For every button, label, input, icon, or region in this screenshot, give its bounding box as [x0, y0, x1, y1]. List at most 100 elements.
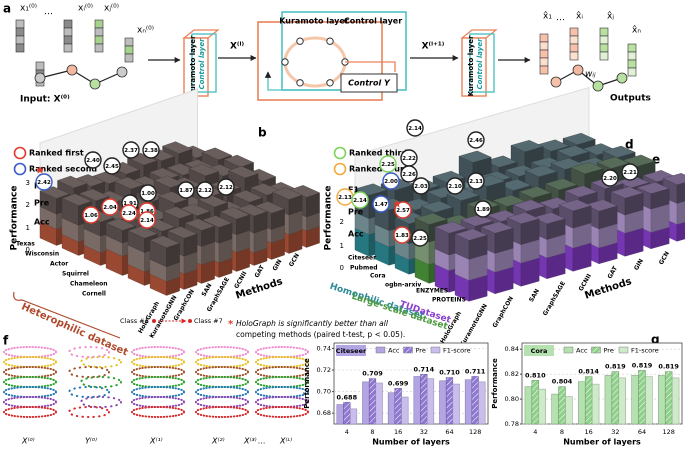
bar-face [223, 154, 255, 168]
legend-swatch [591, 346, 601, 354]
bubble-value: 2.14 [140, 218, 154, 224]
point-ring [68, 406, 110, 418]
layer-box [461, 37, 487, 97]
ellipsis: ⋯ [556, 16, 565, 26]
x-tick-label: 4 [345, 428, 349, 436]
method-label: GIN [271, 258, 283, 272]
bar-face [636, 182, 670, 194]
point-ring [131, 366, 185, 378]
image-label: X⁽³⁾ [243, 437, 257, 446]
point-ring [131, 376, 185, 388]
oscillator [281, 58, 289, 66]
point-ring [3, 406, 57, 418]
bar-face [149, 235, 181, 248]
tick-label: 1 [340, 242, 344, 250]
bar-face [596, 156, 630, 169]
bubble-value: 2.26 [402, 172, 416, 178]
bar [618, 377, 626, 425]
bar-face [558, 199, 592, 212]
bar [401, 396, 409, 425]
node [616, 72, 628, 84]
point-ring [3, 396, 57, 408]
vector-cell [569, 51, 579, 61]
bar-face [149, 167, 180, 181]
node [34, 72, 46, 84]
vector-cell [15, 43, 25, 53]
legend-ring [333, 146, 347, 160]
bar-face [184, 218, 216, 231]
legend-ring [13, 162, 27, 176]
bar [524, 386, 533, 425]
legend-swatch [563, 346, 574, 354]
bubble-value: 1.87 [179, 188, 193, 194]
panel-label: d [625, 138, 634, 152]
y-tick-label: 0.68 [317, 409, 331, 417]
rank-bubble [120, 204, 138, 222]
point-ring [80, 356, 122, 368]
box-title: Control layer [344, 17, 402, 26]
dataset-label: Cornell [82, 291, 106, 298]
bubble-value: 1.47 [374, 202, 388, 208]
output-label: Outputs [610, 94, 651, 104]
bar-face [518, 186, 552, 199]
significance-star [36, 166, 44, 174]
point-ring [3, 386, 57, 398]
bar-face [460, 214, 494, 227]
bubble-value: 2.57 [396, 208, 410, 214]
legend-ring [13, 146, 27, 160]
rank-bubble [411, 229, 429, 247]
rank-bubble [217, 178, 235, 196]
chart-title: Citeseer [336, 347, 367, 355]
node [572, 64, 584, 76]
bar-face [167, 226, 198, 239]
bar-face [498, 178, 532, 191]
vector-cell [94, 43, 104, 53]
image-label: Y⁽⁰⁾ [85, 437, 97, 446]
x-tick-label: 4 [533, 428, 537, 436]
layer-box [191, 33, 217, 93]
rank-bubble [138, 211, 156, 229]
vector-cell [569, 43, 579, 53]
image-label: X⁽ᴸ⁾ [279, 437, 292, 446]
bubble-value: 2.13 [338, 195, 352, 201]
rank-bubble [379, 155, 397, 173]
node-label: x₁⁽⁰⁾ [20, 4, 37, 14]
bar [604, 375, 613, 425]
y-tick-label: 0.72 [317, 366, 331, 374]
rank-bubble [601, 169, 619, 187]
bar [538, 388, 546, 425]
bar [439, 380, 447, 425]
bubble-value: 2.42 [37, 180, 51, 186]
rank-bubble [621, 163, 639, 181]
bubble-value: 2.12 [198, 188, 212, 194]
bubble-value: 2.45 [105, 164, 119, 170]
rank-bubble [467, 131, 485, 149]
bar-face [61, 193, 93, 206]
ellipsis: ⋯ [44, 10, 53, 20]
legend-label: F1-score [443, 347, 471, 355]
bar-face [506, 212, 540, 225]
vector-cell [599, 51, 609, 61]
bar-face [536, 139, 570, 152]
method-label: GCN [658, 250, 671, 266]
bar-face [676, 182, 685, 204]
feedback [345, 61, 396, 72]
method-label: GCN [288, 252, 301, 268]
point-ring [131, 346, 185, 358]
rank-bubble [372, 195, 390, 213]
dataset-label: Squirrel [62, 271, 89, 278]
bar-face [602, 145, 636, 158]
bubble-value: 2.14 [408, 126, 422, 132]
tick-label: 1 [26, 224, 30, 232]
layer-name: Control layer [476, 38, 484, 90]
rank-bubble [474, 200, 492, 218]
bar [664, 371, 673, 425]
bar [478, 381, 486, 425]
x-tick-label: 16 [394, 428, 402, 436]
node-label: x̂ₙ [632, 25, 641, 36]
bar [645, 376, 653, 425]
rank-bubble [177, 181, 195, 199]
rank-bubble [139, 184, 157, 202]
value-label: 0.819 [632, 361, 653, 369]
vector-cell [627, 59, 637, 69]
